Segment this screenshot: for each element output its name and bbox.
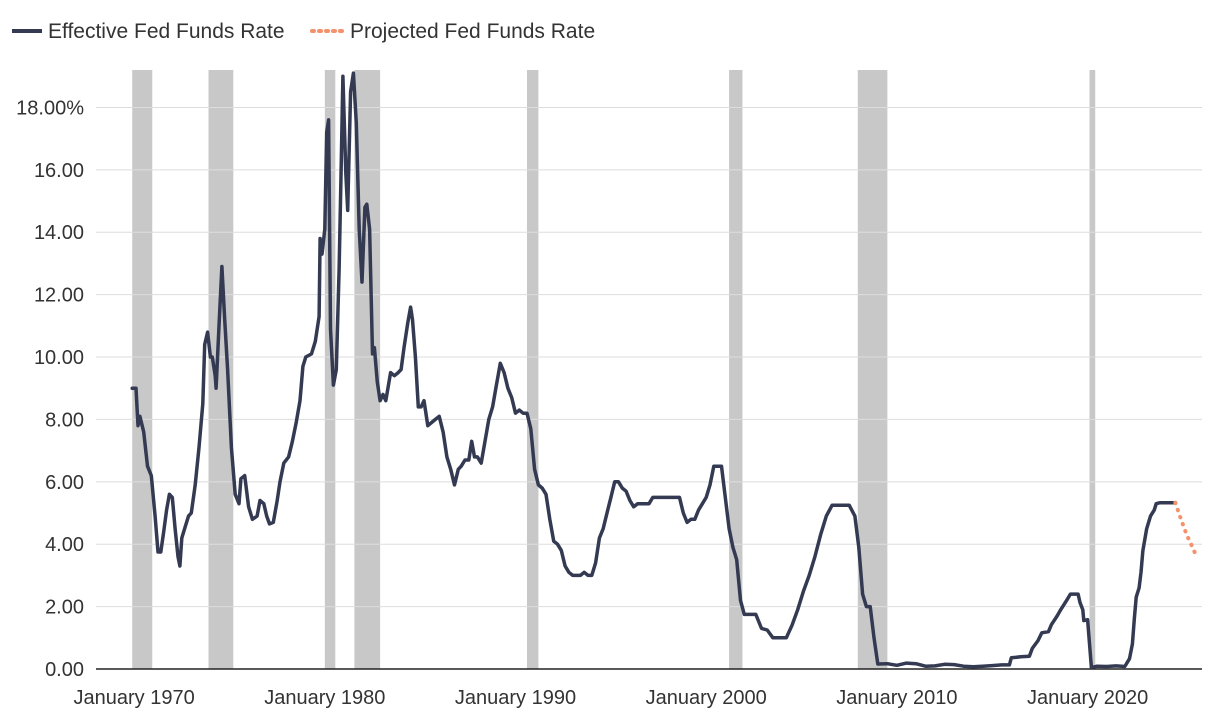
y-tick-label: 6.00 [45,472,84,494]
y-tick-label: 14.00 [34,222,84,244]
recession-band-2 [324,70,336,669]
y-tick-label: 0.00 [45,659,84,681]
y-tick-label: 4.00 [45,534,84,556]
y-axis: 0.00 2.00 4.00 6.00 8.00 10.00 12.00 14.00 16.00… [16,97,84,681]
x-axis: January 1970 January 1980 January 1990 Janu… [74,687,1149,709]
x-tick-label: January 2000 [646,687,767,709]
recession-band-5 [729,70,743,669]
recession-band-0 [132,70,153,669]
x-tick-label: January 1990 [455,687,576,709]
x-tick-label: January 2010 [836,687,957,709]
legend-label-projected: Projected Fed Funds Rate [350,20,595,43]
recession-band-1 [208,70,234,669]
effective-rate-line [130,71,1178,670]
y-tick-label: 10.00 [34,347,84,369]
y-tick-label: 18.00% [16,97,84,119]
projected-rate-line [1173,500,1198,556]
x-tick-label: January 2020 [1027,687,1148,709]
recession-band-7 [1089,70,1096,669]
gridlines [96,106,1202,670]
legend: Effective Fed Funds Rate Projected Fed F… [12,20,595,43]
y-tick-label: 8.00 [45,409,84,431]
y-tick-label: 12.00 [34,285,84,307]
x-tick-label: January 1970 [74,687,195,709]
recession-band-4 [526,70,539,669]
legend-label-effective: Effective Fed Funds Rate [48,20,285,43]
x-tick-label: January 1980 [264,687,385,709]
y-tick-label: 2.00 [45,597,84,619]
y-tick-label: 16.00 [34,160,84,182]
recession-bands [132,70,1096,669]
series-lines [130,71,1198,670]
